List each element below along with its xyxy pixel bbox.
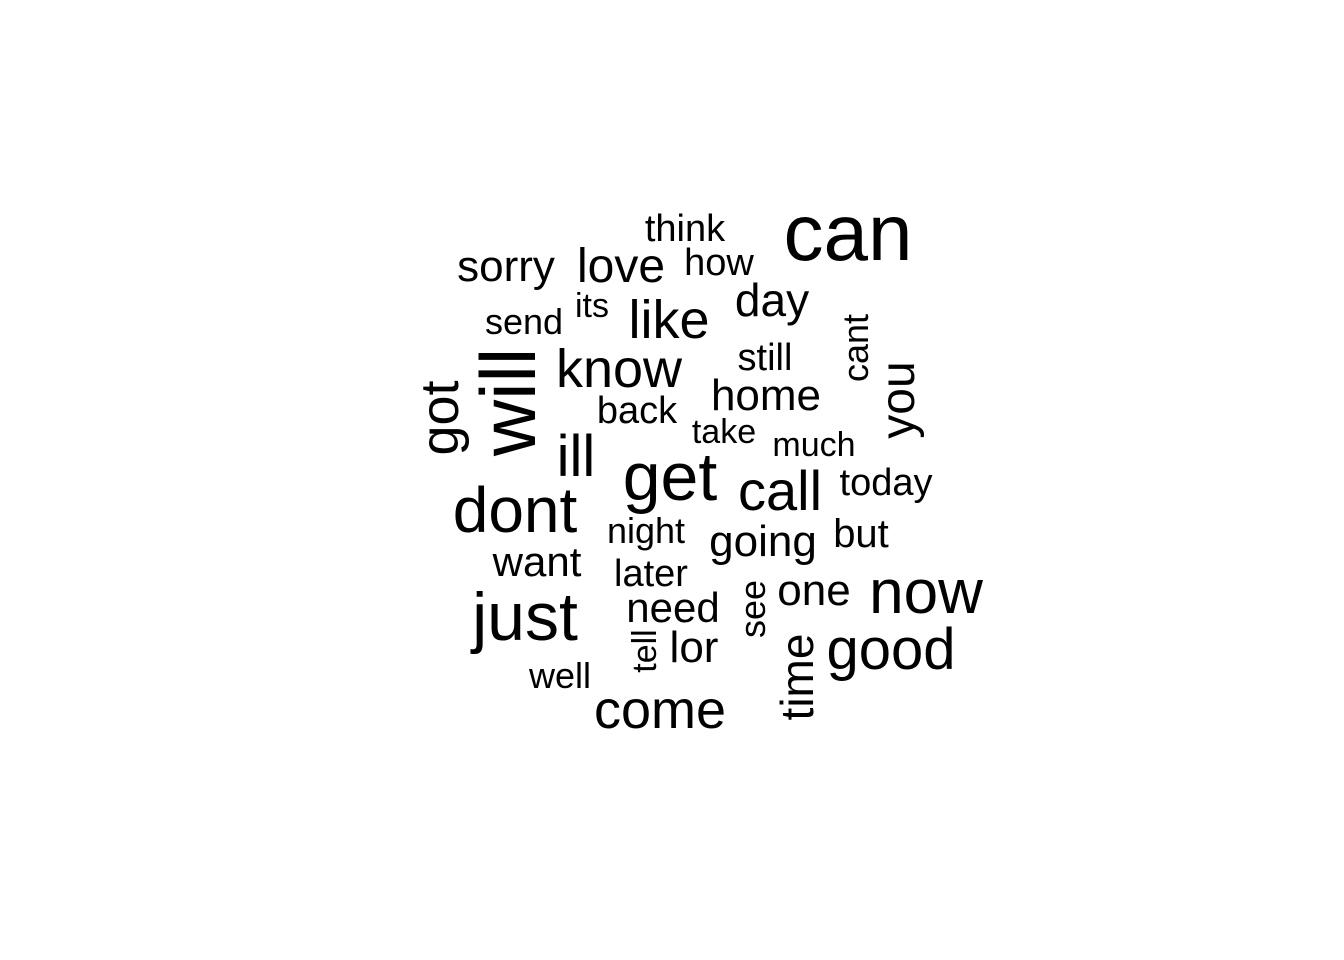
word-going: going [709, 517, 817, 566]
word-tell: tell [626, 629, 664, 672]
word-got: got [410, 380, 470, 455]
word-now: now [869, 558, 983, 627]
word-but: but [833, 512, 889, 556]
word-call: call [738, 459, 822, 522]
word-want: want [492, 538, 582, 585]
word-send: send [485, 301, 563, 342]
word-day: day [735, 274, 809, 326]
word-much: much [772, 426, 855, 464]
word-see: see [732, 580, 773, 638]
word-need: need [626, 584, 719, 631]
word-love: love [577, 240, 665, 293]
word-sorry: sorry [457, 242, 555, 291]
word-know: know [556, 339, 683, 399]
word-its: its [575, 287, 609, 325]
word-home: home [711, 371, 821, 420]
word-come: come [594, 680, 726, 740]
word-like: like [628, 290, 709, 350]
word-can: can [784, 188, 913, 277]
word-later: later [614, 553, 688, 595]
word-you: you [872, 361, 925, 438]
word-night: night [607, 510, 685, 551]
word-back: back [597, 390, 678, 432]
word-ill: ill [557, 424, 596, 489]
word-dont: dont [453, 474, 578, 546]
word-think: think [645, 208, 726, 250]
word-will: will [464, 348, 552, 457]
word-today: today [840, 462, 933, 504]
word-well: well [528, 655, 591, 696]
word-take: take [692, 413, 756, 451]
word-how: how [684, 242, 754, 284]
word-get: get [623, 439, 718, 515]
word-time: time [771, 634, 823, 721]
word-lor: lor [670, 623, 719, 672]
word-good: good [826, 617, 955, 682]
word-one: one [777, 566, 850, 615]
word-just: just [470, 579, 578, 655]
word-still: still [738, 337, 793, 379]
word-cant: cant [835, 314, 876, 382]
